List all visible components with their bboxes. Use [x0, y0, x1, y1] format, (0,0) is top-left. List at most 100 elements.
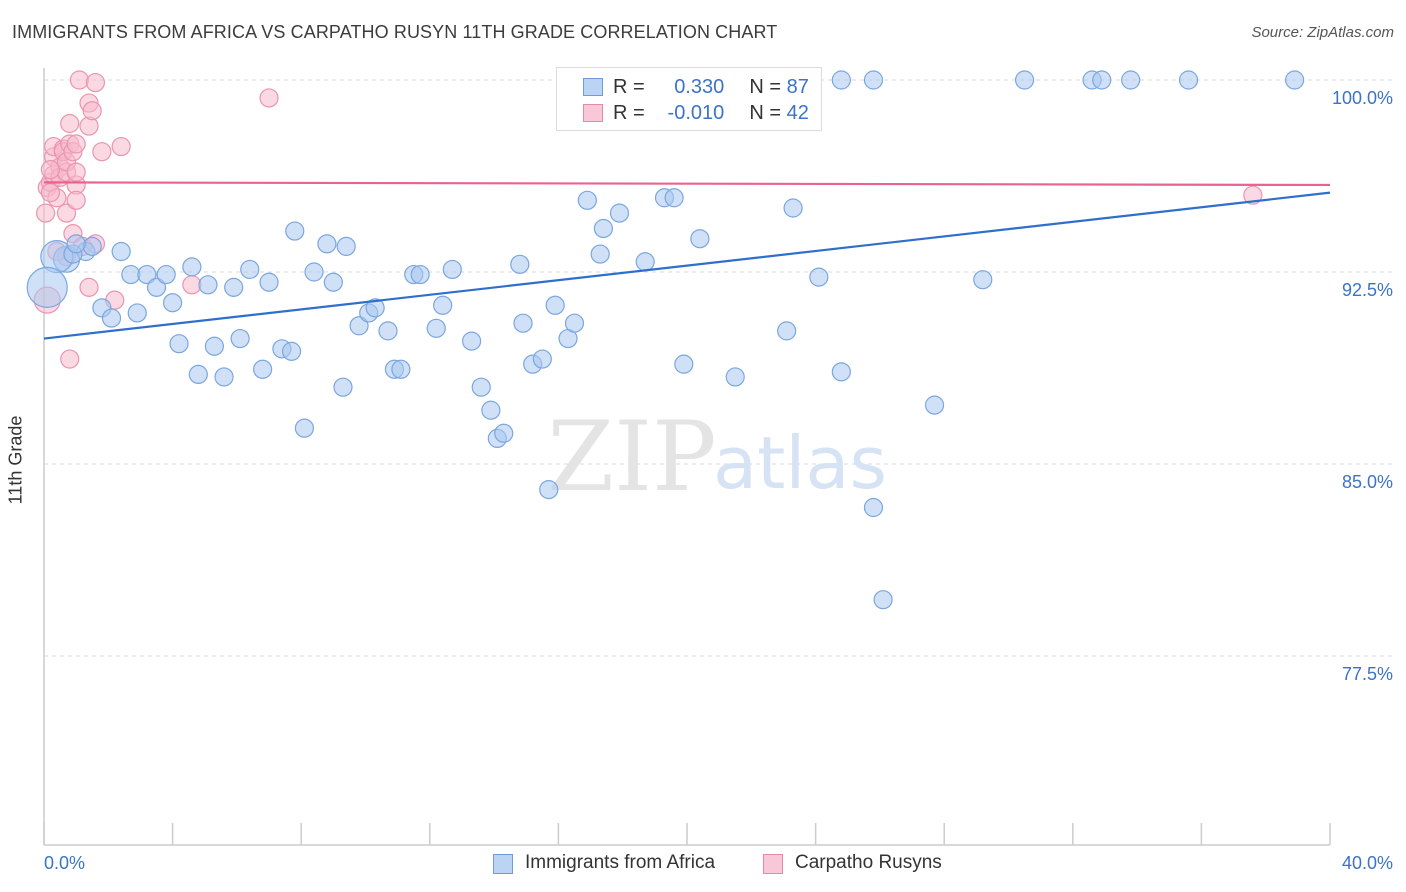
- legend-n-label: N =: [749, 76, 782, 98]
- legend-stats-rusyn: R = -0.010 N = 42: [613, 102, 809, 125]
- legend-swatch-africa: [583, 78, 603, 96]
- bottom-legend-swatch-africa: [493, 854, 513, 874]
- data-point-immigrants-from-africa: [433, 295, 453, 315]
- data-point-immigrants-from-africa: [426, 318, 446, 338]
- data-point-carpatho-rusyns: [56, 203, 77, 223]
- data-point-immigrants-from-africa: [674, 354, 694, 374]
- data-point-immigrants-from-africa: [831, 362, 851, 382]
- data-point-immigrants-from-africa: [121, 264, 141, 285]
- data-point-immigrants-from-africa: [494, 423, 514, 443]
- data-point-carpatho-rusyns: [79, 277, 99, 297]
- data-point-immigrants-from-africa: [66, 234, 86, 254]
- series-carpatho-rusyns: [33, 70, 1263, 369]
- y-tick-label: 100.0%: [1332, 88, 1393, 108]
- legend-r-label: R =: [613, 76, 645, 98]
- series-immigrants-from-africa: [26, 70, 1305, 610]
- legend-swatch-rusyn: [583, 104, 603, 122]
- data-point-immigrants-from-africa: [590, 244, 610, 264]
- data-point-immigrants-from-africa: [924, 395, 945, 415]
- legend-n-label: N =: [749, 102, 782, 124]
- data-point-immigrants-from-africa: [513, 313, 533, 333]
- data-point-carpatho-rusyns: [111, 136, 131, 157]
- data-point-immigrants-from-africa: [863, 70, 884, 90]
- data-point-immigrants-from-africa: [725, 367, 745, 387]
- legend-stats-africa: R = 0.330 N = 87: [613, 76, 809, 99]
- data-point-immigrants-from-africa: [198, 275, 218, 295]
- data-point-immigrants-from-africa: [378, 321, 398, 341]
- data-point-immigrants-from-africa: [471, 377, 491, 397]
- data-point-carpatho-rusyns: [40, 160, 61, 180]
- data-point-carpatho-rusyns: [60, 113, 80, 134]
- data-point-immigrants-from-africa: [461, 331, 482, 351]
- legend-n-value-africa: 87: [786, 76, 809, 98]
- legend-r-value-rusyn: -0.010: [667, 102, 725, 124]
- data-point-immigrants-from-africa: [863, 497, 884, 518]
- data-point-immigrants-from-africa: [577, 190, 597, 210]
- y-axis-label: 11th Grade: [5, 415, 26, 505]
- y-tick-label: 85.0%: [1342, 472, 1393, 492]
- data-point-immigrants-from-africa: [336, 236, 356, 256]
- data-point-immigrants-from-africa: [539, 480, 559, 500]
- correlation-legend: R = 0.330 N = 87 R = -0.010 N = 42: [556, 67, 822, 131]
- trend-lines: [43, 181, 1331, 340]
- data-point-immigrants-from-africa: [204, 336, 224, 356]
- data-point-immigrants-from-africa: [26, 266, 68, 308]
- watermark-zip: ZIP: [547, 401, 716, 513]
- data-point-carpatho-rusyns: [66, 190, 86, 210]
- data-point-immigrants-from-africa: [1014, 70, 1035, 90]
- chart-title: IMMIGRANTS FROM AFRICA VS CARPATHO RUSYN…: [12, 22, 778, 42]
- x-tick-label-max: 40.0%: [1342, 853, 1393, 873]
- data-point-immigrants-from-africa: [127, 303, 147, 323]
- watermark-atlas: atlas: [713, 421, 887, 505]
- data-point-immigrants-from-africa: [873, 590, 893, 610]
- bottom-legend-label-rusyn: Carpatho Rusyns: [795, 852, 942, 873]
- data-point-immigrants-from-africa: [240, 259, 260, 280]
- data-point-carpatho-rusyns: [259, 88, 279, 108]
- data-point-immigrants-from-africa: [564, 313, 585, 333]
- data-point-immigrants-from-africa: [690, 229, 710, 249]
- data-point-immigrants-from-africa: [82, 236, 102, 256]
- y-tick-labels: 77.5% 85.0% 92.5% 100.0%: [1332, 88, 1393, 684]
- data-point-immigrants-from-africa: [365, 298, 385, 318]
- data-point-immigrants-from-africa: [635, 252, 655, 272]
- data-point-immigrants-from-africa: [593, 218, 614, 239]
- data-point-immigrants-from-africa: [777, 321, 797, 341]
- data-point-immigrants-from-africa: [146, 277, 167, 297]
- data-point-immigrants-from-africa: [163, 293, 183, 313]
- data-point-immigrants-from-africa: [510, 254, 530, 274]
- data-point-immigrants-from-africa: [156, 264, 176, 285]
- data-point-carpatho-rusyns: [92, 142, 112, 162]
- data-point-immigrants-from-africa: [1285, 70, 1305, 90]
- data-point-carpatho-rusyns: [36, 203, 56, 223]
- data-point-immigrants-from-africa: [333, 377, 353, 397]
- x-tick-label-min: 0.0%: [44, 853, 85, 873]
- data-point-immigrants-from-africa: [809, 267, 829, 287]
- data-point-immigrants-from-africa: [317, 234, 337, 254]
- data-point-carpatho-rusyns: [85, 72, 106, 93]
- data-point-carpatho-rusyns: [66, 134, 86, 154]
- data-point-immigrants-from-africa: [481, 400, 501, 420]
- data-point-immigrants-from-africa: [349, 316, 369, 336]
- data-point-immigrants-from-africa: [111, 241, 131, 262]
- data-point-immigrants-from-africa: [224, 277, 244, 297]
- data-point-immigrants-from-africa: [831, 70, 851, 90]
- data-point-immigrants-from-africa: [323, 272, 343, 292]
- data-point-immigrants-from-africa: [545, 295, 565, 315]
- data-point-immigrants-from-africa: [137, 264, 157, 285]
- y-tick-label: 92.5%: [1342, 280, 1393, 300]
- data-point-immigrants-from-africa: [1121, 70, 1141, 90]
- chart-source: Source: ZipAtlas.com: [1251, 24, 1394, 41]
- data-point-immigrants-from-africa: [609, 203, 630, 223]
- data-point-immigrants-from-africa: [259, 272, 279, 292]
- data-point-carpatho-rusyns: [40, 183, 61, 203]
- data-point-immigrants-from-africa: [101, 308, 122, 328]
- bottom-legend-label-africa: Immigrants from Africa: [525, 852, 716, 873]
- data-point-immigrants-from-africa: [410, 264, 430, 285]
- trend-line-carpatho-rusyns: [43, 181, 1331, 187]
- data-point-immigrants-from-africa: [182, 257, 202, 277]
- data-point-immigrants-from-africa: [391, 359, 411, 379]
- legend-r-label: R =: [613, 102, 645, 124]
- data-point-immigrants-from-africa: [442, 259, 462, 280]
- data-point-carpatho-rusyns: [60, 349, 80, 369]
